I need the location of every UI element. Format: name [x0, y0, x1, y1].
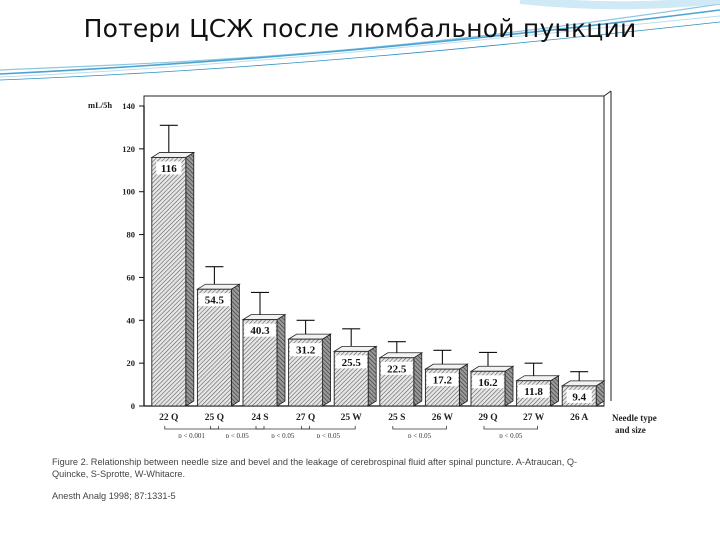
value-label: 22.5 — [387, 363, 407, 375]
bar-top — [424, 363, 469, 370]
value-label: 54.5 — [205, 295, 225, 307]
value-label-box — [566, 389, 592, 403]
y-tick-label: 80 — [127, 230, 136, 240]
bar-side — [185, 151, 195, 407]
significance-bracket — [483, 426, 538, 430]
bar-top — [515, 375, 560, 382]
significance-bracket — [164, 426, 219, 430]
value-label-box — [517, 384, 550, 398]
value-label-box — [335, 355, 367, 369]
significance-label: p < 0.05 — [317, 432, 341, 438]
x-tick-label: 27 Q — [296, 413, 315, 423]
value-label-box — [244, 323, 276, 337]
bar — [196, 288, 232, 407]
bar-chart: 0 20 40 60 80 100 120 140 mL/5h 116 22 Q 54.5 25 Q 4… — [88, 90, 657, 438]
significance-label: p < 0.05 — [226, 432, 250, 438]
x-tick-label: 25 W — [341, 413, 363, 423]
bar-top — [241, 314, 287, 321]
significance-label: p < 0.05 — [408, 432, 432, 438]
bar-side — [322, 333, 332, 407]
value-label: 17.2 — [433, 375, 453, 387]
x-tick-label: 25 S — [388, 413, 405, 423]
y-tick-label: 20 — [127, 358, 136, 368]
bar — [151, 156, 187, 407]
bar-top — [332, 345, 378, 352]
x-tick-label: 22 Q — [159, 413, 178, 423]
y-axis-label: mL/5h — [88, 100, 112, 110]
bar-top — [287, 333, 332, 340]
bar-top — [150, 152, 196, 158]
x-axis-label: Needle type — [612, 413, 657, 423]
plot-frame-depth — [603, 90, 612, 97]
value-label: 16.2 — [478, 377, 498, 389]
y-tick-label: 40 — [127, 315, 136, 325]
bar-side — [504, 365, 514, 407]
x-tick-label: 29 Q — [478, 413, 497, 423]
bar-side — [276, 313, 286, 407]
figure-caption-line1: Figure 2. Relationship between needle si… — [52, 457, 578, 467]
bar-side — [230, 283, 240, 407]
value-label: 31.2 — [296, 345, 316, 357]
value-label-box — [198, 293, 231, 307]
bar-top — [560, 380, 606, 387]
y-tick-label: 140 — [122, 101, 135, 111]
value-label: 9.4 — [572, 391, 586, 403]
bar-top — [196, 283, 241, 290]
x-tick-label: 27 W — [523, 413, 545, 423]
x-axis-label: and size — [615, 425, 646, 435]
x-tick-label: 26 W — [432, 413, 454, 423]
y-tick-label: 120 — [122, 144, 135, 154]
value-label: 40.3 — [250, 325, 270, 337]
value-label-box — [426, 373, 459, 387]
significance-bracket — [301, 426, 356, 430]
bar-side — [367, 345, 377, 407]
y-tick-label: 60 — [127, 272, 136, 282]
value-label: 25.5 — [342, 357, 362, 369]
bar-top — [469, 365, 515, 372]
figure: 0 20 40 60 80 100 120 140 mL/5h 116 22 Q 54.5 25 Q 4… — [52, 88, 678, 508]
bar-side — [458, 363, 468, 407]
y-tick-label: 100 — [122, 187, 135, 197]
slide-title: Потери ЦСЖ после люмбальной пункции — [83, 14, 637, 43]
value-label-box — [381, 361, 413, 375]
significance-bracket — [255, 426, 310, 430]
value-label: 11.8 — [524, 386, 543, 398]
significance-label: p < 0.001 — [178, 432, 205, 438]
value-label-box — [472, 375, 504, 389]
value-label-box — [156, 161, 182, 175]
figure-caption-line2: Quincke, S-Sprotte, W-Whitacre. — [52, 469, 186, 479]
significance-label: p < 0.05 — [271, 432, 295, 438]
significance-bracket — [392, 426, 447, 430]
significance-bracket — [210, 426, 265, 430]
bar-top — [378, 352, 424, 359]
significance-label: p < 0.05 — [499, 432, 523, 438]
value-label-box — [289, 343, 322, 357]
figure-source: Anesth Analg 1998; 87:1331-5 — [52, 491, 176, 501]
x-tick-label: 25 Q — [205, 413, 224, 423]
x-tick-label: 24 S — [251, 413, 268, 423]
value-label: 116 — [161, 163, 177, 175]
x-tick-label: 26 A — [570, 413, 588, 423]
y-tick-label: 0 — [131, 401, 135, 411]
bar-side — [413, 352, 423, 407]
